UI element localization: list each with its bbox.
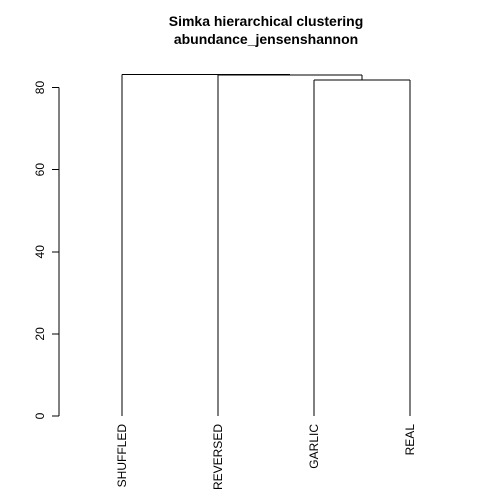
leaf-label: REVERSED — [211, 424, 225, 490]
y-tick-label: 0 — [33, 412, 47, 419]
y-tick-label: 80 — [33, 81, 47, 95]
leaf-labels: SHUFFLED REVERSED GARLIC REAL — [115, 424, 417, 490]
dendrogram-tree — [121, 73, 411, 416]
y-axis: 0 20 40 60 80 — [33, 81, 60, 419]
y-tick-label: 20 — [33, 327, 47, 341]
chart-title: Simka hierarchical clustering — [169, 13, 364, 29]
leaf-label: SHUFFLED — [115, 424, 129, 488]
y-tick-label: 40 — [33, 245, 47, 259]
leaf-label: REAL — [403, 424, 417, 456]
y-tick-label: 60 — [33, 163, 47, 177]
leaf-label: GARLIC — [307, 424, 321, 469]
chart-subtitle: abundance_jensenshannon — [174, 31, 358, 47]
